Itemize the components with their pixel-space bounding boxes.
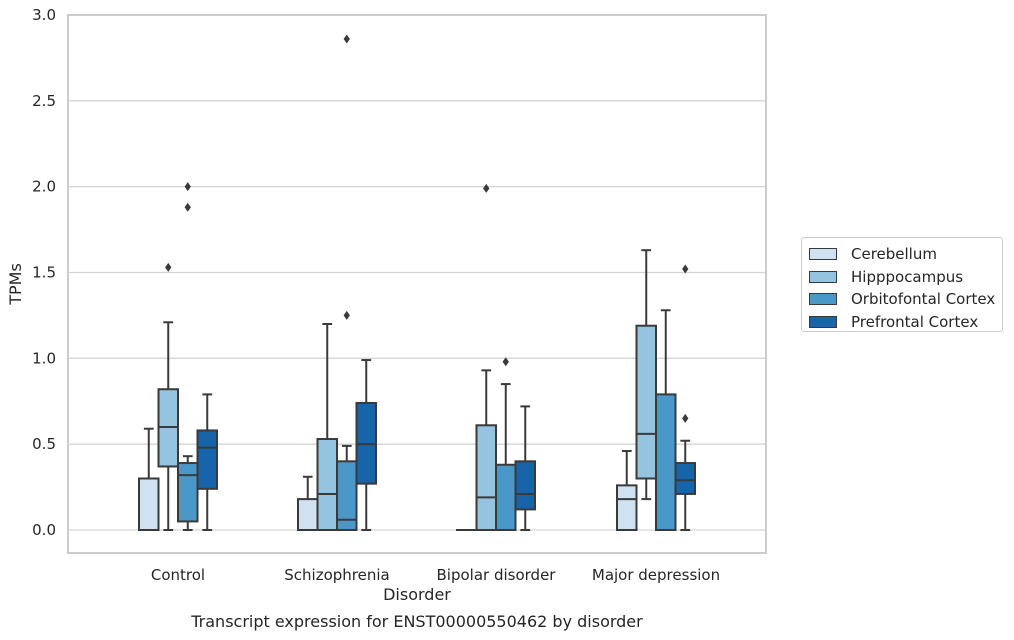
box-cerebellum: [616, 484, 638, 532]
box-group: [138, 427, 160, 531]
box-group: [635, 249, 657, 501]
box-orbitofontal-cortex: [655, 393, 677, 531]
x-tick-label: Major depression: [592, 566, 720, 584]
outlier-point: [682, 413, 689, 423]
box-orbitofontal-cortex: [177, 462, 199, 523]
legend-item-prefrontal-cortex: Prefrontal Cortex: [809, 311, 1002, 334]
box-group: [297, 475, 319, 531]
box-group: [336, 34, 358, 531]
outlier-point: [682, 264, 689, 274]
y-tick-label: 1.0: [32, 349, 56, 367]
legend-item-hipppocampus: Hipppocampus: [809, 266, 1002, 289]
x-tick-label: Bipolar disorder: [437, 566, 557, 584]
chart-title: Transcript expression for ENST0000055046…: [190, 612, 643, 631]
legend-swatch-hipppocampus: [809, 270, 837, 283]
outlier-point: [502, 357, 509, 367]
y-tick-label: 0.5: [32, 435, 56, 453]
box-group: [157, 262, 179, 531]
y-tick-label: 0.0: [32, 521, 56, 539]
box-group: [514, 405, 536, 531]
legend-label-orbitofontal-cortex: Orbitofontal Cortex: [851, 290, 996, 309]
x-tick-label: Schizophrenia: [284, 566, 389, 584]
legend-label-cerebellum: Cerebellum: [851, 245, 937, 264]
box-group: [495, 357, 517, 532]
box-prefrontal-cortex: [514, 460, 536, 511]
y-tick-label: 2.0: [32, 178, 56, 196]
legend-label-prefrontal-cortex: Prefrontal Cortex: [851, 312, 979, 331]
legend: Cerebellum Hipppocampus Orbitofontal Cor…: [801, 237, 1003, 332]
y-tick-label: 3.0: [32, 6, 56, 24]
legend-item-cerebellum: Cerebellum: [809, 243, 1002, 266]
box-prefrontal-cortex: [196, 429, 218, 490]
box-prefrontal-cortex: [674, 462, 696, 495]
box-group: [177, 182, 199, 531]
box-group: [616, 450, 638, 532]
box-cerebellum: [138, 477, 160, 531]
outlier-point: [165, 262, 172, 272]
outlier-point: [343, 34, 350, 44]
outlier-point: [184, 182, 191, 192]
boxes: [138, 34, 696, 532]
box-orbitofontal-cortex: [495, 463, 517, 532]
plot-area-frame: [67, 14, 767, 554]
box-group: [475, 183, 497, 532]
legend-swatch-cerebellum: [809, 248, 837, 261]
y-tick-label: 1.5: [32, 263, 56, 281]
outlier-point: [483, 183, 490, 193]
box-hipppocampus: [475, 424, 497, 532]
box-cerebellum: [297, 498, 319, 531]
x-axis-label: Disorder: [383, 585, 451, 604]
legend-item-orbitofontal-cortex: Orbitofontal Cortex: [809, 288, 1002, 311]
legend-label-hipppocampus: Hipppocampus: [851, 267, 964, 286]
outlier-point: [343, 310, 350, 320]
box-group: [674, 264, 696, 531]
box-group: [316, 322, 338, 531]
y-tick-label: 2.5: [32, 92, 56, 110]
outlier-point: [184, 202, 191, 212]
x-tick-label: Control: [151, 566, 205, 584]
legend-swatch-prefrontal-cortex: [809, 315, 837, 328]
y-axis-label: TPMs: [6, 263, 25, 306]
legend-swatch-orbitofontal-cortex: [809, 293, 837, 306]
box-hipppocampus: [316, 438, 338, 531]
box-group: [655, 309, 677, 531]
box-group: [355, 359, 377, 531]
box-orbitofontal-cortex: [336, 460, 358, 531]
box-group: [196, 393, 218, 531]
y-tick-labels: 0.0 0.5 1.0 1.5 2.0 2.5 3.0: [32, 6, 56, 539]
box-hipppocampus: [635, 324, 657, 480]
x-tick-labels: Control Schizophrenia Bipolar disorder Majo…: [151, 566, 720, 584]
